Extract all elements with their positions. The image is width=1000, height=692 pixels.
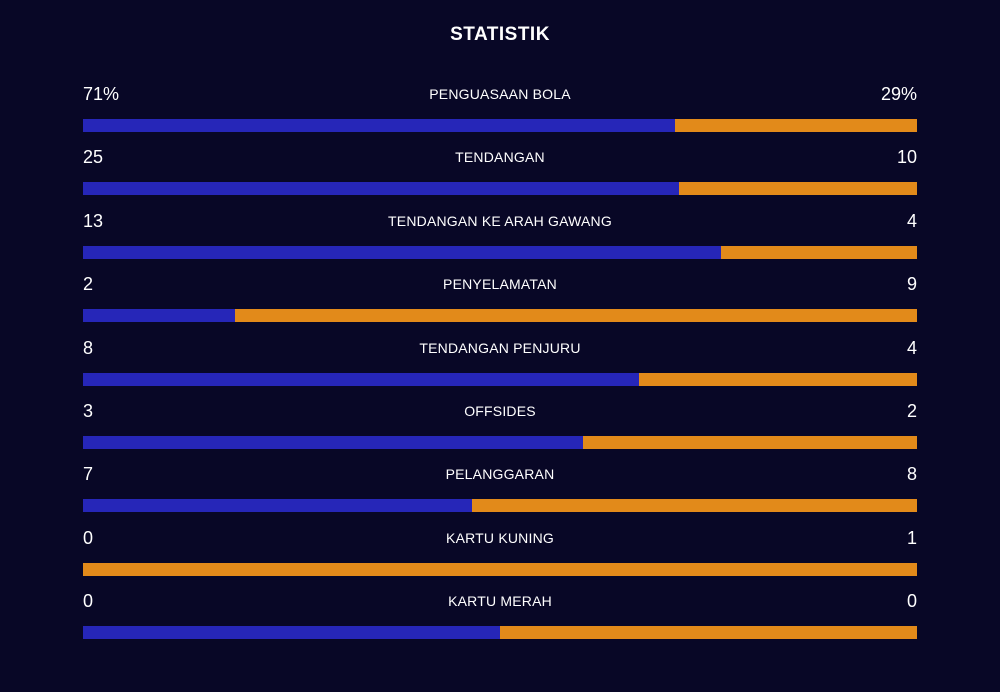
comparison-bar	[83, 245, 917, 259]
comparison-bar	[83, 309, 917, 323]
away-bar-segment	[720, 245, 917, 259]
comparison-bar	[83, 562, 917, 576]
home-value: 13	[83, 210, 104, 231]
stat-row-fouls: 7 PELANGGARAN 8	[83, 460, 917, 523]
stat-label: PENYELAMATAN	[443, 276, 557, 293]
away-bar-segment	[675, 119, 917, 132]
stat-label: PENGUASAAN BOLA	[429, 86, 571, 102]
away-bar-segment	[638, 372, 917, 386]
away-bar-segment	[234, 309, 917, 323]
stat-label: KARTU KUNING	[446, 529, 554, 546]
stat-row-red-cards: 0 KARTU MERAH 0	[83, 587, 917, 650]
away-value: 29%	[880, 84, 917, 104]
stat-row-yellow-cards: 0 KARTU KUNING 1	[83, 524, 917, 587]
home-value: 8	[83, 337, 94, 358]
away-value: 10	[896, 147, 917, 168]
home-bar-segment	[83, 309, 235, 323]
away-bar-segment	[678, 182, 917, 196]
stat-row-saves: 2 PENYELAMATAN 9	[83, 270, 917, 333]
home-bar-segment	[83, 626, 500, 640]
away-value: 2	[906, 400, 917, 421]
panel-title: STATISTIK	[450, 24, 550, 45]
stat-label: TENDANGAN PENJURU	[419, 339, 581, 356]
stat-row-offsides: 3 OFFSIDES 2	[83, 397, 917, 460]
comparison-bar	[83, 119, 917, 132]
home-value: 3	[83, 400, 94, 421]
comparison-bar	[83, 372, 917, 386]
away-value: 4	[906, 210, 917, 231]
away-bar-segment	[472, 499, 917, 513]
stat-row-ball-possession: 71% PENGUASAAN BOLA 29%	[83, 80, 917, 143]
home-bar-segment	[83, 499, 473, 513]
stat-row-shots: 25 TENDANGAN 10	[83, 143, 917, 206]
home-value: 7	[83, 464, 94, 485]
home-bar-segment	[83, 119, 676, 132]
home-value: 71%	[83, 84, 120, 104]
stat-row-corners: 8 TENDANGAN PENJURU 4	[83, 334, 917, 397]
stat-label: KARTU MERAH	[448, 593, 552, 610]
home-value: 0	[83, 527, 94, 548]
stat-row-shots-on-target: 13 TENDANGAN KE ARAH GAWANG 4	[83, 207, 917, 270]
stat-label: OFFSIDES	[464, 402, 536, 419]
stat-label: TENDANGAN	[455, 149, 545, 166]
comparison-bar	[83, 626, 917, 640]
away-value: 9	[906, 274, 917, 295]
stat-label: TENDANGAN KE ARAH GAWANG	[388, 212, 612, 229]
stat-label: PELANGGARAN	[445, 466, 555, 483]
away-bar-segment	[83, 562, 917, 576]
comparison-bar	[83, 435, 917, 449]
comparison-bar	[83, 182, 917, 196]
stats-list: 71% PENGUASAAN BOLA 29% 25 TENDANGAN 10	[83, 80, 917, 651]
away-value: 1	[906, 527, 917, 548]
home-bar-segment	[83, 435, 584, 449]
away-value: 4	[906, 337, 917, 358]
away-bar-segment	[500, 626, 917, 640]
home-bar-segment	[83, 372, 639, 386]
home-value: 0	[83, 591, 94, 612]
comparison-bar	[83, 499, 917, 513]
home-value: 25	[83, 147, 104, 168]
away-value: 0	[906, 591, 917, 612]
home-bar-segment	[83, 182, 679, 196]
away-value: 8	[906, 464, 917, 485]
home-value: 2	[83, 274, 94, 295]
away-bar-segment	[583, 435, 917, 449]
home-bar-segment	[83, 245, 721, 259]
